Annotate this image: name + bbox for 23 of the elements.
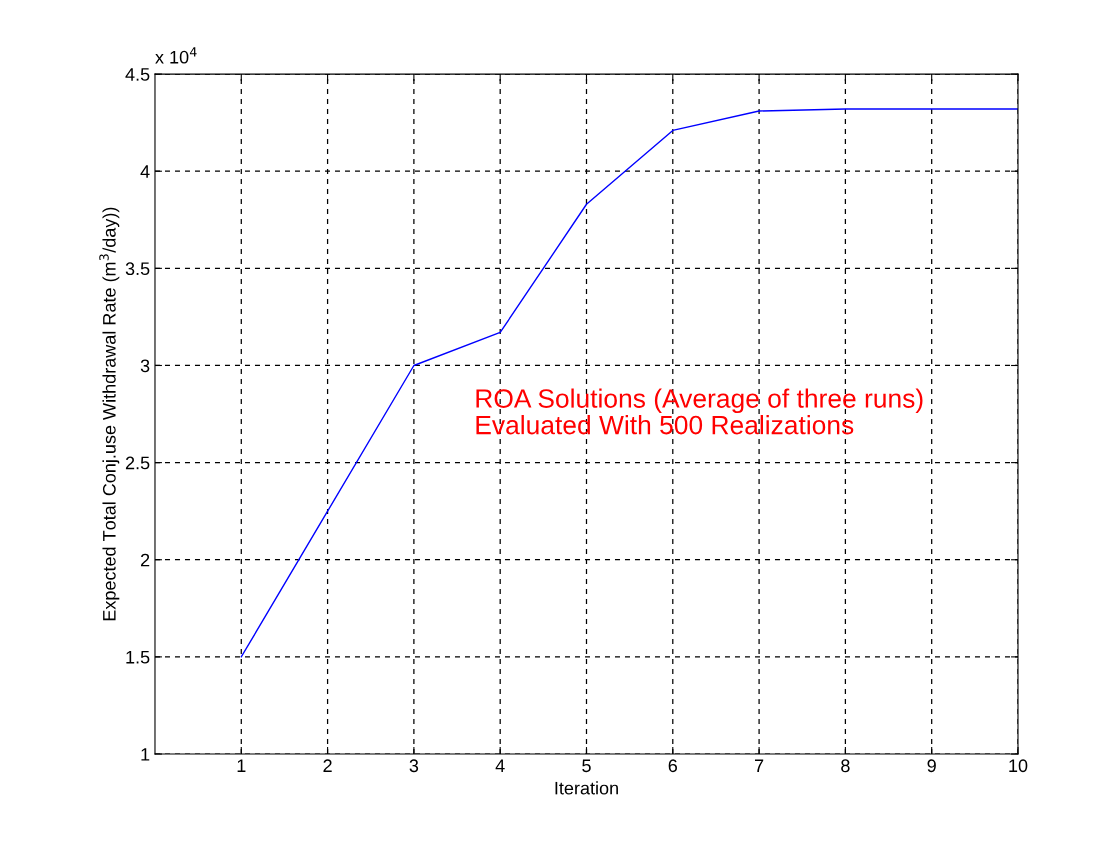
- x-tick-label: 8: [841, 759, 850, 773]
- line-series: [240, 108, 1018, 658]
- y-tick-label: 1: [141, 748, 150, 761]
- x-axis-title: Iteration: [555, 781, 618, 795]
- y-tick-label: 3.5: [125, 262, 150, 276]
- y-tick-label: 4.5: [125, 68, 150, 81]
- y-axis-title: Expected Total Conj.use Withdrawal Rate (m$^{3}$/day)): [99, 207, 120, 621]
- x-tick-label: 10: [1009, 759, 1028, 773]
- y-tick-label: 4: [140, 165, 150, 178]
- text: x 10$^{4}$: [155, 47, 197, 64]
- y-tick-label: 1.5: [126, 651, 150, 664]
- annotation: ROA Solutions (Average of three runs) Evaluated With 500 Realizations: [476, 388, 923, 435]
- x-tick-label: 1: [237, 759, 246, 772]
- y-tick-label: 2.5: [125, 456, 150, 470]
- x-tick-label: 3: [409, 759, 419, 773]
- y-tick-label: 3: [140, 359, 150, 373]
- x-tick-label: 4: [495, 759, 505, 772]
- y-tick-label: 2: [140, 553, 150, 567]
- x-tick-label: 7: [755, 759, 764, 772]
- x-tick-label: 9: [927, 759, 936, 773]
- x-tick-label: 2: [323, 759, 332, 772]
- x-tick-label: 6: [668, 759, 678, 773]
- x-tick-label: 5: [582, 759, 591, 773]
